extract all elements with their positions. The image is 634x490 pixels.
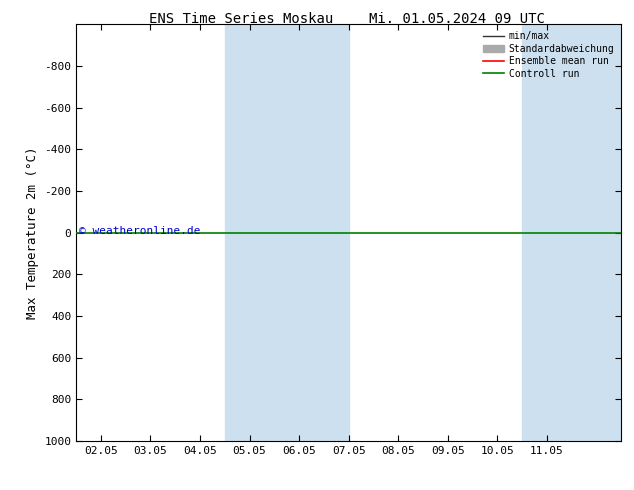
Bar [522, 24, 621, 441]
Text: ENS Time Series Moskau: ENS Time Series Moskau [149, 12, 333, 26]
Y-axis label: Max Temperature 2m (°C): Max Temperature 2m (°C) [25, 147, 39, 319]
Text: © weatheronline.de: © weatheronline.de [79, 226, 200, 236]
Text: Mi. 01.05.2024 09 UTC: Mi. 01.05.2024 09 UTC [368, 12, 545, 26]
Legend: min/max, Standardabweichung, Ensemble mean run, Controll run: min/max, Standardabweichung, Ensemble me… [479, 27, 618, 82]
Bar [225, 24, 349, 441]
